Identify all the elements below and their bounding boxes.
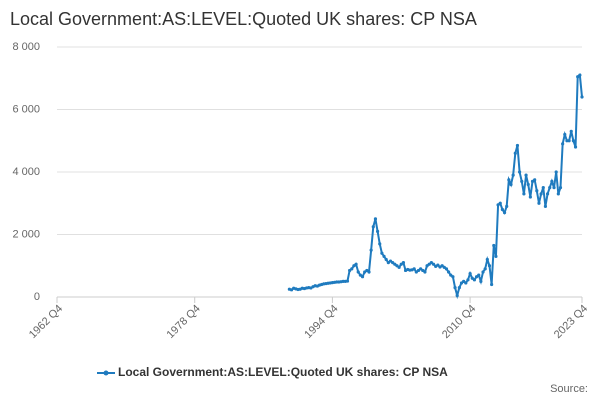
point <box>505 204 509 208</box>
point <box>444 267 449 271</box>
point <box>485 257 489 262</box>
point <box>378 242 382 246</box>
point <box>509 182 513 187</box>
point <box>490 282 494 287</box>
y-tick-label: 4 000 <box>12 166 40 178</box>
point <box>511 173 515 177</box>
point <box>367 270 371 274</box>
point <box>384 257 388 262</box>
point <box>360 275 365 279</box>
point <box>412 267 416 271</box>
point <box>487 264 492 268</box>
point <box>382 254 386 258</box>
chart-title: Local Government:AS:LEVEL:Quoted UK shar… <box>10 9 477 29</box>
point <box>451 275 455 279</box>
point <box>356 270 360 274</box>
point <box>431 262 436 266</box>
point <box>455 293 459 298</box>
point <box>494 254 498 258</box>
point <box>492 243 496 248</box>
point <box>543 204 548 208</box>
point <box>556 192 560 196</box>
point <box>375 229 380 233</box>
line <box>289 73 583 300</box>
y-tick-label: 0 <box>34 291 40 303</box>
point <box>446 270 451 274</box>
point <box>507 178 511 182</box>
point <box>522 192 526 196</box>
point <box>515 143 520 148</box>
x-tick-label: 1978 Q4 <box>165 303 203 341</box>
point <box>545 192 550 196</box>
y-tick-label: 8 000 <box>12 41 40 53</box>
y-tick-label: 6 000 <box>12 103 40 115</box>
legend-label: Local Government:AS:LEVEL:Quoted UK shar… <box>118 365 448 379</box>
point <box>550 179 554 183</box>
point <box>371 225 375 229</box>
x-tick-label: 2023 Q4 <box>552 303 590 341</box>
point <box>539 192 543 196</box>
point <box>552 186 556 190</box>
point <box>472 278 477 282</box>
point <box>354 262 358 266</box>
point <box>423 270 427 274</box>
point <box>373 217 378 221</box>
point <box>466 278 470 282</box>
point <box>558 186 563 190</box>
point <box>533 178 537 182</box>
point <box>380 251 384 255</box>
point <box>457 286 461 290</box>
point <box>561 142 565 146</box>
point <box>477 273 481 277</box>
point <box>498 201 502 205</box>
point <box>502 211 507 215</box>
x-tick-label: 2010 Q4 <box>440 303 478 341</box>
point <box>397 265 401 269</box>
point <box>578 73 582 77</box>
y-tick-label: 2 000 <box>12 228 40 240</box>
point <box>520 179 524 183</box>
point <box>537 201 541 205</box>
point <box>567 139 571 143</box>
point <box>369 248 373 252</box>
point <box>513 151 517 155</box>
point <box>518 170 522 174</box>
point <box>436 263 440 267</box>
point <box>481 270 485 274</box>
point <box>350 267 354 271</box>
point <box>563 132 567 137</box>
x-tick-label: 1962 Q4 <box>27 303 65 341</box>
point <box>524 173 528 177</box>
point <box>541 186 545 190</box>
point <box>580 95 584 99</box>
point <box>468 271 472 276</box>
point <box>526 182 530 187</box>
point <box>464 281 468 285</box>
x-tick-label: 1994 Q4 <box>302 303 340 341</box>
point <box>571 139 575 143</box>
point <box>345 279 350 283</box>
source: Source: <box>550 383 588 395</box>
point <box>569 129 573 133</box>
point <box>479 279 483 283</box>
point <box>453 286 457 290</box>
point <box>483 267 487 271</box>
point <box>573 145 578 149</box>
point <box>500 207 504 212</box>
point <box>535 189 539 193</box>
point <box>548 186 552 190</box>
point <box>554 170 558 174</box>
point <box>401 261 406 265</box>
point <box>528 195 532 199</box>
legend-marker <box>103 370 109 376</box>
